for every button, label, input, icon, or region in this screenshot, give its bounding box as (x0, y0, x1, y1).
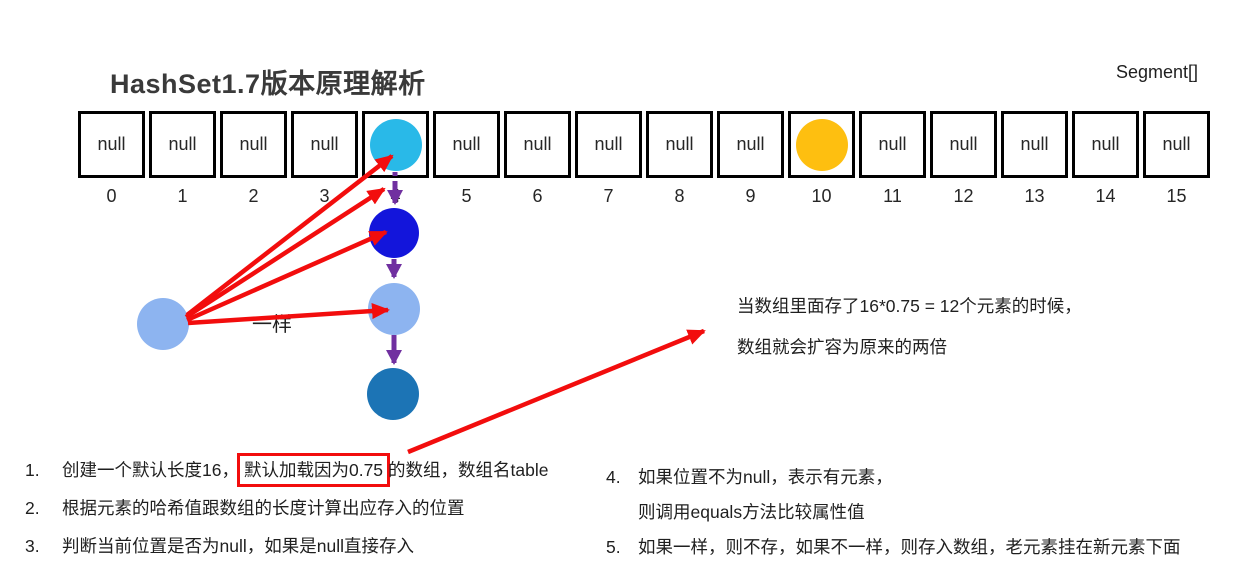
note-number: 3. (25, 536, 40, 556)
array-cell-13: null (1001, 111, 1068, 178)
steps-list-right: 4. 如果位置不为null，表示有元素， 则调用equals方法比较属性值 5. 如果一… (606, 460, 1181, 565)
note-item-5: 5. 如果一样，则不存，如果不一样，则存入数组，老元素挂在新元素下面 (606, 530, 1181, 565)
cyan-element-circle (369, 118, 422, 171)
index-label-13: 13 (1024, 186, 1045, 206)
array-cell-11: null (859, 111, 926, 178)
index-label-3: 3 (319, 186, 330, 206)
expansion-note-line2: 数组就会扩容为原来的两倍 (737, 337, 947, 357)
array-cell-2: null (220, 111, 287, 178)
array-cell-15: null (1143, 111, 1210, 178)
array-cell-14: null (1072, 111, 1139, 178)
array-cell-0: null (78, 111, 145, 178)
array-cell-5: null (433, 111, 500, 178)
red-arrow-box-to-expansion-note (407, 328, 706, 455)
note-item-2: 2. 根据元素的哈希值跟数组的长度计算出应存入的位置 (25, 489, 548, 527)
expansion-note: 当数组里面存了16*0.75 = 12个元素的时候， 数组就会扩容为原来的两倍 (737, 286, 1082, 368)
array-cell-6: null (504, 111, 571, 178)
load-factor-highlight-box: 默认加载因为0.75 (236, 453, 391, 487)
note-text: 判断当前位置是否为null，如果是null直接存入 (62, 536, 414, 556)
index-label-11: 11 (883, 186, 902, 206)
segment-array-label: Segment[] (1116, 62, 1199, 82)
index-label-15: 15 (1166, 186, 1187, 206)
index-label-12: 12 (953, 186, 974, 206)
note-item-1: 1. 创建一个默认长度16， 默认加载因为0.75 的数组，数组名table (25, 451, 548, 489)
yellow-element-circle (795, 118, 848, 171)
index-label-8: 8 (674, 186, 685, 206)
chain-node-1-circle (369, 208, 419, 258)
array-cell-3: null (291, 111, 358, 178)
red-arrow-to-cell4-circle (185, 154, 394, 317)
note-number: 5. (606, 537, 621, 557)
index-label-1: 1 (177, 186, 188, 206)
red-arrow-to-cell4-link (184, 187, 386, 319)
array-cell-7: null (575, 111, 642, 178)
index-label-4: 4 (390, 186, 401, 206)
steps-list-left: 1. 创建一个默认长度16， 默认加载因为0.75 的数组，数组名table 2. 根据元… (25, 451, 548, 565)
note-number: 1. (25, 460, 40, 480)
note-text: 如果一样，则不存，如果不一样，则存入数组，老元素挂在新元素下面 (638, 537, 1181, 557)
note-item-4: 4. 如果位置不为null，表示有元素， 则调用equals方法比较属性值 (606, 460, 1181, 530)
array-cell-8: null (646, 111, 713, 178)
index-label-6: 6 (532, 186, 543, 206)
index-label-7: 7 (603, 186, 614, 206)
red-arrow-to-chain-node-1 (186, 229, 388, 323)
hash-table-array: null null null null null null null null null null… (78, 111, 1210, 178)
note-text: 根据元素的哈希值跟数组的长度计算出应存入的位置 (62, 498, 465, 518)
index-label-2: 2 (248, 186, 259, 206)
chain-node-3-circle (367, 368, 419, 420)
chain-node-2-circle (368, 283, 420, 335)
array-cell-12: null (930, 111, 997, 178)
array-cell-9: null (717, 111, 784, 178)
array-index-row: 0 1 2 3 4 5 6 7 8 9 10 11 12 13 14 15 (78, 186, 1210, 207)
array-cell-4 (362, 111, 429, 178)
note-number: 2. (25, 498, 40, 518)
index-label-9: 9 (745, 186, 756, 206)
index-label-5: 5 (461, 186, 472, 206)
note-item-3: 3. 判断当前位置是否为null，如果是null直接存入 (25, 527, 548, 565)
array-cell-10 (788, 111, 855, 178)
same-label: 一样 (252, 314, 292, 336)
index-label-0: 0 (106, 186, 117, 206)
page-title: HashSet1.7版本原理解析 (110, 69, 426, 99)
expansion-note-line1: 当数组里面存了16*0.75 = 12个元素的时候， (737, 296, 1082, 316)
index-label-10: 10 (811, 186, 832, 206)
array-cell-1: null (149, 111, 216, 178)
index-label-14: 14 (1095, 186, 1116, 206)
note-text: 如果位置不为null，表示有元素， 则调用equals方法比较属性值 (638, 467, 893, 522)
note-text: 创建一个默认长度16， 默认加载因为0.75 的数组，数组名table (62, 451, 548, 489)
note-number: 4. (606, 467, 621, 487)
new-element-circle (137, 298, 189, 350)
